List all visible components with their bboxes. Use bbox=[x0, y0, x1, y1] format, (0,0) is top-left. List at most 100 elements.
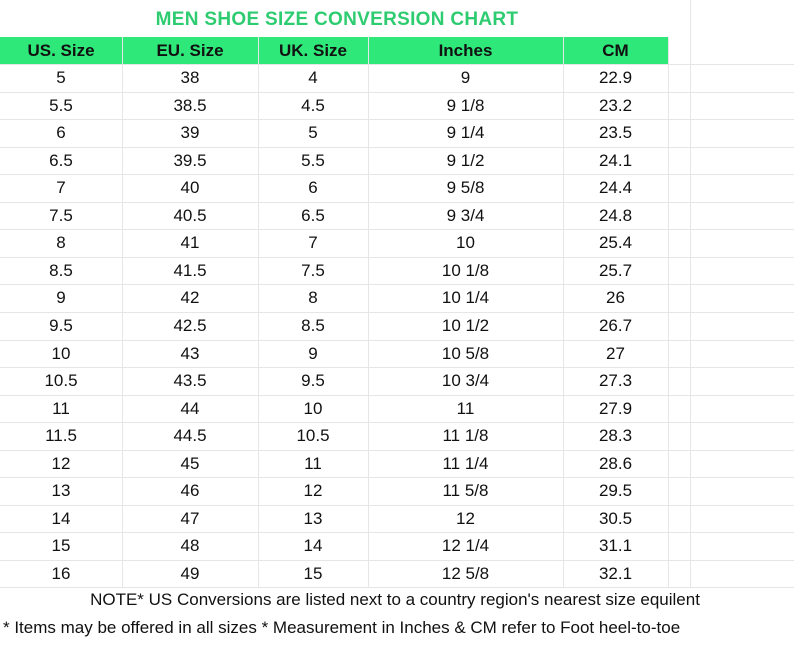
table-cell: 32.1 bbox=[598, 563, 633, 583]
table-cell: 6 bbox=[56, 123, 66, 143]
grid-line bbox=[0, 119, 794, 121]
table-cell: 15 bbox=[303, 563, 323, 583]
table-cell: 41.5 bbox=[173, 260, 207, 280]
table-cell: 49 bbox=[180, 563, 200, 583]
grid-line bbox=[0, 284, 794, 286]
grid-line bbox=[368, 37, 369, 588]
table-cell: 40.5 bbox=[173, 205, 207, 225]
table-cell: 10 3/4 bbox=[441, 371, 490, 391]
table-cell: 23.5 bbox=[598, 123, 633, 143]
table-cell: 7 bbox=[308, 233, 318, 253]
column-header: US. Size bbox=[27, 41, 95, 60]
table-cell: 23.2 bbox=[598, 95, 633, 115]
table-cell: 30.5 bbox=[598, 508, 633, 528]
table-cell: 10 1/8 bbox=[441, 260, 490, 280]
table-cell: 6.5 bbox=[301, 205, 325, 225]
grid-line bbox=[0, 174, 794, 176]
table-cell: 7.5 bbox=[301, 260, 325, 280]
table-cell: 42 bbox=[180, 288, 200, 308]
table-cell: 9 bbox=[56, 288, 66, 308]
table-cell: 27 bbox=[606, 343, 625, 363]
table-cell: 9 bbox=[308, 343, 318, 363]
table-cell: 10 1/4 bbox=[441, 288, 490, 308]
table-cell: 12 1/4 bbox=[441, 536, 490, 556]
table-cell: 26.7 bbox=[598, 315, 633, 335]
table-cell: 11 bbox=[52, 398, 70, 418]
grid-line bbox=[690, 0, 691, 588]
table-cell: 45 bbox=[180, 453, 200, 473]
table-cell: 10 1/2 bbox=[441, 315, 490, 335]
table-cell: 12 bbox=[51, 453, 71, 473]
table-cell: 28.3 bbox=[598, 426, 633, 446]
table-cell: 13 bbox=[303, 508, 323, 528]
column-header: Inches bbox=[438, 41, 493, 60]
table-cell: 26 bbox=[606, 288, 625, 308]
table-cell: 8 bbox=[308, 288, 318, 308]
table-cell: 27.3 bbox=[598, 371, 633, 391]
header-background bbox=[0, 37, 668, 64]
grid-line bbox=[258, 37, 259, 588]
table-cell: 9.5 bbox=[301, 371, 325, 391]
grid-line bbox=[0, 504, 794, 506]
table-cell: 44.5 bbox=[173, 426, 207, 446]
table-cell: 11 1/8 bbox=[442, 426, 489, 446]
table-cell: 11 bbox=[456, 398, 475, 418]
table-cell: 43.5 bbox=[173, 371, 207, 391]
table-cell: 25.7 bbox=[598, 260, 633, 280]
table-cell: 8.5 bbox=[49, 260, 73, 280]
column-header: CM bbox=[602, 41, 629, 60]
table-cell: 5.5 bbox=[301, 150, 325, 170]
grid-line bbox=[668, 37, 669, 588]
table-cell: 8.5 bbox=[301, 315, 325, 335]
table-cell: 10 5/8 bbox=[441, 343, 490, 363]
grid-line bbox=[0, 477, 794, 479]
column-header: UK. Size bbox=[278, 41, 348, 60]
grid-line bbox=[0, 422, 794, 424]
table-cell: 39.5 bbox=[173, 150, 207, 170]
table-cell: 28.6 bbox=[598, 453, 633, 473]
table-cell: 6 bbox=[308, 178, 318, 198]
table-cell: 7.5 bbox=[49, 205, 73, 225]
table-cell: 9.5 bbox=[49, 315, 73, 335]
table-cell: 11 1/4 bbox=[442, 453, 489, 473]
table-cell: 13 bbox=[51, 481, 71, 501]
table-cell: 47 bbox=[180, 508, 200, 528]
table-cell: 6.5 bbox=[49, 150, 73, 170]
table-cell: 43 bbox=[180, 343, 200, 363]
grid-line bbox=[0, 339, 794, 341]
table-cell: 48 bbox=[180, 536, 200, 556]
table-cell: 14 bbox=[51, 508, 71, 528]
grid-line bbox=[0, 229, 794, 231]
grid-line bbox=[0, 559, 794, 561]
grid-line bbox=[0, 201, 794, 203]
grid-line bbox=[0, 587, 794, 589]
table-cell: 22.9 bbox=[598, 68, 633, 87]
table-cell: 24.1 bbox=[598, 150, 633, 170]
table-cell: 16 bbox=[51, 563, 71, 583]
table-cell: 11.5 bbox=[45, 426, 77, 446]
table-cell: 9 1/8 bbox=[446, 95, 485, 115]
grid-line bbox=[563, 37, 564, 588]
grid-line bbox=[0, 311, 794, 313]
table-cell: 25.4 bbox=[598, 233, 633, 253]
table-cell: 41 bbox=[180, 233, 200, 253]
table-cell: 10 bbox=[456, 233, 475, 253]
grid-line bbox=[0, 532, 794, 534]
table-cell: 24.8 bbox=[598, 205, 633, 225]
grid-line bbox=[122, 37, 123, 588]
table-cell: 10 bbox=[51, 343, 71, 363]
table-cell: 10.5 bbox=[296, 426, 330, 446]
grid-line bbox=[0, 91, 794, 93]
column-header: EU. Size bbox=[156, 41, 224, 60]
table-cell: 9 1/2 bbox=[446, 150, 485, 170]
table-cell: 40 bbox=[180, 178, 200, 198]
note-text: NOTE* US Conversions are listed next to … bbox=[90, 590, 700, 610]
table-cell: 14 bbox=[303, 536, 323, 556]
table-cell: 5 bbox=[56, 68, 66, 87]
table-cell: 15 bbox=[51, 536, 71, 556]
table-cell: 5 bbox=[308, 123, 318, 143]
table-cell: 31.1 bbox=[598, 536, 633, 556]
table-cell: 4.5 bbox=[301, 95, 325, 115]
table-cell: 27.9 bbox=[598, 398, 633, 418]
